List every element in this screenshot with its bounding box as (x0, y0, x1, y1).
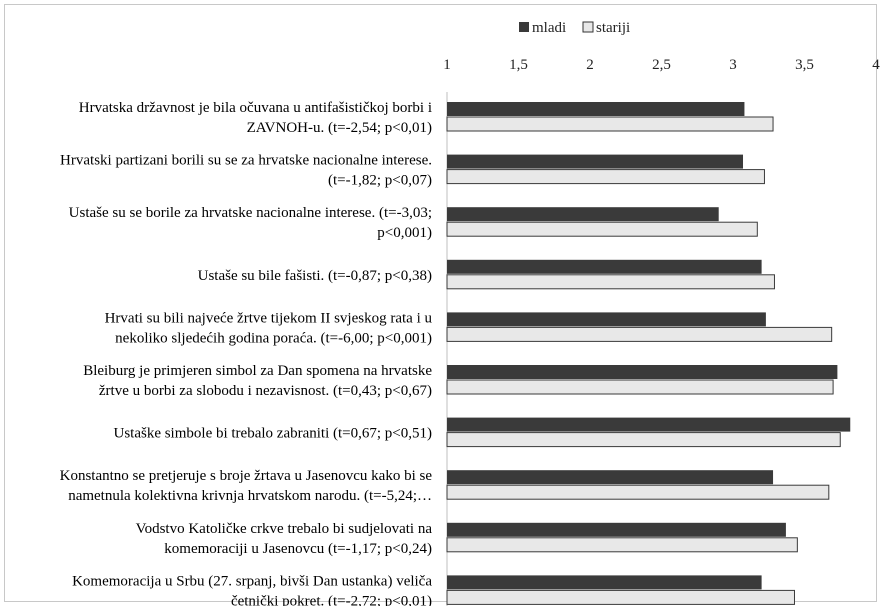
bar-mladi (447, 259, 762, 274)
bar-stariji (446, 432, 841, 448)
category-label: Hrvatska državnost je bila očuvana u ant… (79, 100, 432, 116)
category-label: (t=-1,82; p<0,07) (328, 173, 432, 189)
bar-stariji (446, 116, 774, 132)
x-tick-label: 1,5 (509, 57, 528, 73)
x-tick-label: 4 (872, 57, 880, 73)
bar-stariji (446, 169, 765, 185)
bar-mladi (447, 154, 744, 169)
category-label: nametnula kolektivna krivnja hrvatskom n… (68, 488, 432, 504)
category-labels: Hrvatska državnost je bila očuvana u ant… (60, 100, 433, 606)
x-tick-label: 1 (443, 57, 451, 73)
category-label: Komemoracija u Srbu (27. srpanj, bivši D… (72, 573, 432, 589)
legend-swatch-stariji (582, 21, 594, 33)
bar-stariji (446, 379, 834, 395)
category-label: Vodstvo Katoličke crkve trebalo bi sudje… (136, 521, 433, 537)
bar-mladi (447, 207, 719, 222)
bar-mladi (447, 102, 745, 116)
x-tick-label: 2,5 (652, 57, 671, 73)
category-label: Hrvati su bili najveće žrtve tijekom II … (105, 310, 433, 326)
category-label: Bleiburg je primjeren simbol za Dan spom… (83, 363, 432, 379)
bar-stariji (446, 274, 775, 290)
bar-mladi (447, 417, 851, 432)
category-label: Ustaše su bile fašisti. (t=-0,87; p<0,38… (198, 268, 432, 284)
bar-stariji (446, 221, 758, 237)
category-label: nekoliko sljedećih godina poraća. (t=-6,… (115, 330, 432, 346)
chart-frame (4, 4, 877, 602)
category-label: četnički pokret. (t=-2,72; p<0,01) (231, 593, 432, 606)
legend-label-stariji: stariji (596, 20, 630, 36)
legend-label-mladi: mladi (532, 20, 566, 36)
bar-stariji (446, 326, 833, 342)
bar-stariji (446, 589, 795, 605)
bar-mladi (447, 575, 762, 590)
legend: mladi stariji (519, 20, 630, 36)
category-label: Ustaše su se borile za hrvatske nacional… (69, 205, 432, 221)
legend-swatch-mladi (519, 22, 529, 32)
category-label: Konstantno se pretjeruje s broje žrtava … (60, 468, 433, 484)
x-tick-label: 2 (586, 57, 594, 73)
x-axis-ticks: 1 1,5 2 2,5 3 3,5 4 (443, 57, 880, 73)
bar-mladi (447, 470, 774, 485)
bar-mladi (447, 365, 838, 379)
category-label: ZAVNOH-u. (t=-2,54; p<0,01) (247, 120, 432, 136)
bar-stariji (446, 537, 798, 553)
bar-stariji (446, 484, 830, 500)
bar-mladi (447, 522, 786, 537)
bar-mladi (447, 312, 766, 327)
x-tick-label: 3 (729, 57, 737, 73)
category-label: žrtve u borbi za slobodu i nezavisnost. … (99, 383, 432, 399)
category-label: Ustaške simbole bi trebalo zabraniti (t=… (113, 426, 432, 442)
bars (446, 102, 851, 605)
category-label: komemoraciji u Jasenovcu (t=-1,17; p<0,2… (164, 541, 432, 557)
category-label: Hrvatski partizani borili su se za hrvat… (60, 153, 432, 169)
x-tick-label: 3,5 (795, 57, 814, 73)
category-label: p<0,001) (377, 225, 432, 241)
